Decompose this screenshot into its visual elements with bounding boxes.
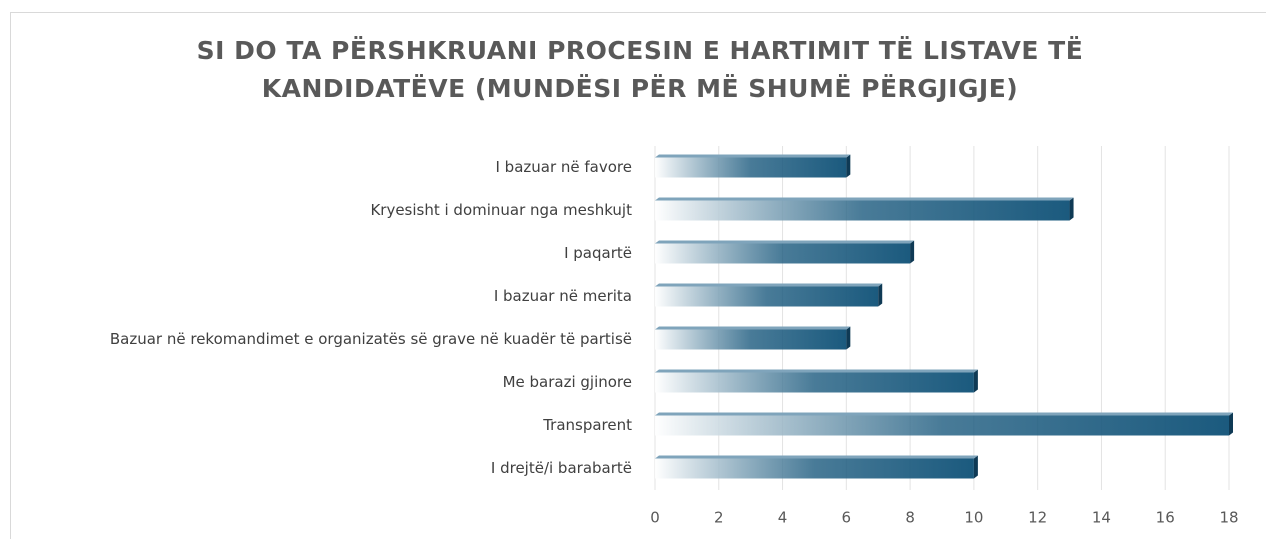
bar-face bbox=[655, 154, 851, 158]
bar-face bbox=[655, 329, 847, 350]
y-tick-label: Kryesisht i dominuar nga meshkujt bbox=[370, 201, 632, 219]
bar bbox=[655, 369, 978, 393]
y-tick-label: Me barazi gjinore bbox=[503, 373, 632, 391]
x-tick-label: 6 bbox=[842, 509, 852, 527]
x-tick-label: 2 bbox=[714, 509, 724, 527]
bar-face bbox=[973, 369, 978, 393]
x-tick-label: 0 bbox=[650, 509, 660, 527]
bar-face bbox=[655, 369, 978, 373]
bar-face bbox=[655, 455, 978, 459]
y-tick-label: Bazuar në rekomandimet e organizatës së … bbox=[110, 330, 632, 348]
bar bbox=[655, 412, 1233, 436]
bar-face bbox=[1069, 197, 1074, 221]
bar-face bbox=[878, 283, 883, 307]
bar-face bbox=[655, 157, 847, 178]
bar-face bbox=[910, 240, 915, 264]
bar bbox=[655, 283, 883, 307]
bar-face bbox=[846, 326, 851, 350]
x-tick-label: 12 bbox=[1028, 509, 1047, 527]
bar-face bbox=[655, 240, 915, 244]
bar-face bbox=[655, 326, 851, 330]
bar-face bbox=[655, 243, 911, 264]
x-tick-label: 4 bbox=[778, 509, 788, 527]
bar-face bbox=[973, 455, 978, 479]
bar-face bbox=[655, 458, 974, 479]
y-tick-label: I paqartë bbox=[564, 244, 632, 262]
y-tick-label: I bazuar në favore bbox=[495, 158, 632, 176]
y-tick-label: I drejtë/i barabartë bbox=[491, 459, 632, 477]
x-tick-label: 14 bbox=[1092, 509, 1111, 527]
chart-frame bbox=[10, 12, 1266, 539]
bar bbox=[655, 240, 915, 264]
bar-face bbox=[655, 283, 883, 287]
y-tick-label: I bazuar në merita bbox=[494, 287, 632, 305]
bar-face bbox=[655, 200, 1070, 221]
bar-face bbox=[655, 372, 974, 393]
chart-title: SI DO TA PËRSHKRUANI PROCESIN E HARTIMIT… bbox=[196, 36, 1084, 103]
bar-face bbox=[1229, 412, 1233, 436]
y-tick-label: Transparent bbox=[542, 416, 632, 434]
bar-face bbox=[655, 415, 1229, 436]
bar-face bbox=[655, 286, 879, 307]
x-tick-label: 10 bbox=[964, 509, 983, 527]
x-tick-label: 18 bbox=[1219, 509, 1238, 527]
x-tick-label: 16 bbox=[1156, 509, 1175, 527]
x-tick-label: 8 bbox=[905, 509, 915, 527]
bar-face bbox=[655, 197, 1074, 201]
bar bbox=[655, 326, 851, 350]
bar-face bbox=[846, 154, 851, 178]
bar bbox=[655, 455, 978, 479]
bar bbox=[655, 154, 851, 178]
bar bbox=[655, 197, 1074, 221]
bar-face bbox=[655, 412, 1233, 416]
